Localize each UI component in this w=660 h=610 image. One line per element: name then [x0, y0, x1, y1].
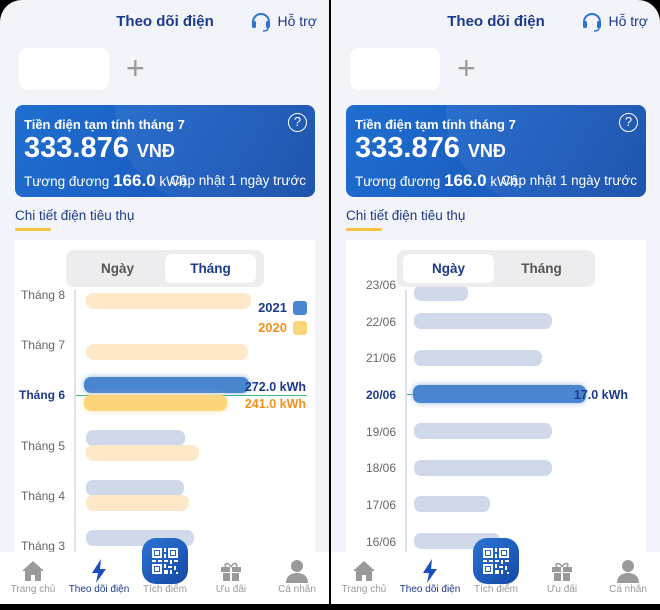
value-2020: 241.0 kWh: [244, 397, 306, 411]
home-icon: [22, 561, 44, 581]
bar-2020[interactable]: [86, 344, 248, 360]
equivalent-kwh: Tương đương 166.0 kWh: [355, 171, 518, 190]
screen-day-view: Theo dõi điện Hỗ trợ + Tiền điện tạm tín…: [331, 0, 660, 604]
row-label-selected: 20/06: [365, 388, 396, 402]
row-label: Tháng 3: [20, 539, 65, 553]
user-icon: [286, 560, 308, 583]
screen-month-view: Theo dõi điện Hỗ trợ + Tiền điện tạm tín…: [0, 0, 329, 604]
consumption-chart[interactable]: Tháng 8 2021 2020 Tháng 7 Tháng 6 272.0 …: [15, 240, 315, 560]
account-selector[interactable]: [19, 48, 109, 90]
nav-home[interactable]: Trang chủ: [331, 558, 397, 595]
updated-text: Cập nhật 1 ngày trước: [501, 173, 637, 188]
row-label: 22/06: [365, 315, 396, 329]
nav-home[interactable]: Trang chủ: [0, 558, 66, 595]
nav-profile[interactable]: Cá nhân: [264, 558, 329, 595]
row-label: 23/06: [365, 278, 396, 292]
nav-track[interactable]: Theo dõi điện: [397, 558, 463, 595]
row-label: Tháng 7: [20, 338, 65, 352]
qr-code-icon: [483, 548, 509, 574]
bar-2021[interactable]: [86, 480, 184, 496]
tab-month[interactable]: Tháng: [165, 254, 256, 283]
add-account-button[interactable]: +: [457, 50, 476, 86]
row-label: 18/06: [365, 461, 396, 475]
nav-points[interactable]: Tích điểm: [143, 584, 187, 595]
tab-month[interactable]: Tháng: [521, 261, 562, 276]
bar-2021-selected[interactable]: [84, 377, 249, 393]
qr-code-icon: [152, 548, 178, 574]
support-button[interactable]: Hỗ trợ: [250, 10, 317, 32]
support-label: Hỗ trợ: [277, 13, 317, 29]
row-label: 17/06: [365, 498, 396, 512]
help-icon[interactable]: ?: [288, 113, 307, 132]
gift-icon: [221, 562, 241, 581]
qr-scan-button[interactable]: [473, 538, 519, 584]
bar-day[interactable]: [414, 285, 468, 301]
bar-2020[interactable]: [86, 293, 251, 309]
lightning-icon: [423, 559, 437, 583]
bar-day[interactable]: [414, 496, 490, 512]
section-title: Chi tiết điện tiêu thụ: [346, 208, 466, 223]
lightning-icon: [92, 559, 106, 583]
updated-text: Cập nhật 1 ngày trước: [170, 173, 306, 188]
row-label: Tháng 5: [20, 439, 65, 453]
legend-2020: 2020: [258, 320, 307, 335]
bar-day[interactable]: [414, 350, 542, 366]
bar-day[interactable]: [414, 423, 552, 439]
page-title: Theo dõi điện: [447, 13, 545, 30]
chart-axis: [74, 290, 76, 560]
section-underline: [15, 228, 51, 231]
nav-points[interactable]: Tích điểm: [474, 584, 518, 595]
period-toggle: Ngày Tháng: [397, 250, 595, 287]
nav-track[interactable]: Theo dõi điện: [66, 558, 132, 595]
headset-icon: [583, 13, 602, 32]
equivalent-kwh: Tương đương 166.0 kWh: [24, 171, 187, 190]
card-title: Tiền điện tạm tính tháng 7: [355, 117, 516, 132]
bar-day[interactable]: [414, 460, 552, 476]
row-label: 19/06: [365, 425, 396, 439]
headset-icon: [252, 13, 271, 32]
row-label-selected: Tháng 6: [18, 388, 65, 402]
bar-2020[interactable]: [86, 445, 199, 461]
estimate-card: Tiền điện tạm tính tháng 7 ? 333.876 VNĐ…: [346, 105, 646, 197]
amount: 333.876 VNĐ: [24, 132, 175, 164]
tab-day[interactable]: Ngày: [403, 254, 494, 283]
nav-offers[interactable]: Ưu đãi: [198, 558, 264, 595]
section-title: Chi tiết điện tiêu thụ: [15, 208, 135, 223]
amount: 333.876 VNĐ: [355, 132, 506, 164]
value-2021: 272.0 kWh: [244, 380, 306, 394]
tab-day[interactable]: Ngày: [100, 261, 134, 276]
estimate-card: Tiền điện tạm tính tháng 7 ? 333.876 VNĐ…: [15, 105, 315, 197]
user-icon: [617, 560, 639, 583]
help-icon[interactable]: ?: [619, 113, 638, 132]
nav-offers[interactable]: Ưu đãi: [529, 558, 595, 595]
card-title: Tiền điện tạm tính tháng 7: [24, 117, 185, 132]
add-account-button[interactable]: +: [126, 50, 145, 86]
page-title: Theo dõi điện: [116, 13, 214, 30]
qr-scan-button[interactable]: [142, 538, 188, 584]
row-label: 16/06: [365, 535, 396, 549]
period-toggle: Ngày Tháng: [66, 250, 264, 287]
bar-2020[interactable]: [86, 495, 189, 511]
home-icon: [353, 561, 375, 581]
support-label: Hỗ trợ: [608, 13, 648, 29]
row-label: Tháng 4: [20, 489, 65, 503]
row-label: Tháng 8: [20, 288, 65, 302]
selection-line: [407, 394, 417, 395]
row-label: 21/06: [365, 351, 396, 365]
section-underline: [346, 228, 382, 231]
bar-2021[interactable]: [86, 430, 185, 446]
legend-2021: 2021: [258, 300, 307, 315]
gift-icon: [552, 562, 572, 581]
bar-day-selected[interactable]: [413, 385, 586, 403]
bar-day[interactable]: [414, 313, 552, 329]
account-selector[interactable]: [350, 48, 440, 90]
value-day: 17.0 kWh: [573, 388, 628, 402]
bar-2020-selected[interactable]: [84, 395, 227, 411]
support-button[interactable]: Hỗ trợ: [581, 10, 648, 32]
nav-profile[interactable]: Cá nhân: [595, 558, 660, 595]
chart-axis: [405, 290, 407, 560]
consumption-chart[interactable]: 23/06 22/06 21/06 20/06 17.0 kWh 19/06 1…: [346, 240, 646, 560]
